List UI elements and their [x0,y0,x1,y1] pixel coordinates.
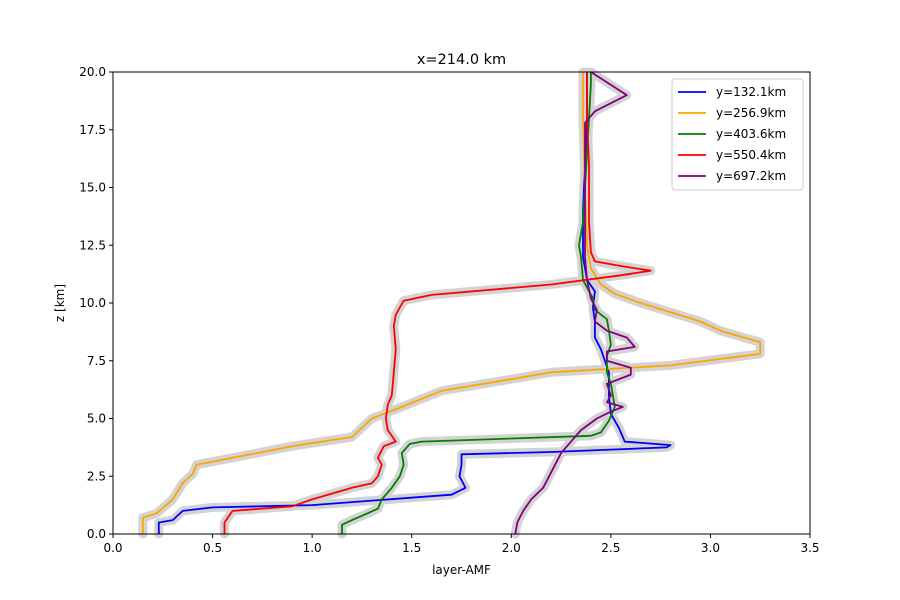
legend-label: y=697.2km [716,169,786,183]
legend: y=132.1km y=256.9km y=403.6km y=550.4km y=69… [671,78,804,191]
y-tick-label: 20.0 [79,65,106,79]
series-line-4 [223,72,652,534]
x-tick-label: 1.0 [303,541,322,555]
x-tick-label: 3.5 [800,541,819,555]
series-line-2 [142,72,762,534]
y-tick-label: 7.5 [87,354,106,368]
y-tick-label: 15.0 [79,181,106,195]
y-tick-label: 2.5 [87,469,106,483]
y-tick-label: 5.0 [87,412,106,426]
x-tick-label: 0.5 [203,541,222,555]
x-tick-label: 3.0 [701,541,720,555]
y-tick-label: 0.0 [87,527,106,541]
x-axis-label: layer-AMF [432,563,491,577]
series-line-5 [514,71,636,535]
chart-title: x=214.0 km [417,52,506,68]
y-tick-label: 17.5 [79,123,106,137]
x-tick-label: 0.0 [103,541,122,555]
x-tick-label: 2.5 [601,541,620,555]
x-tick-label: 1.5 [402,541,421,555]
legend-box [671,78,804,191]
legend-label: y=132.1km [716,85,786,99]
legend-label: y=403.6km [716,127,786,141]
y-axis-ticks: 0.0 2.5 5.0 7.5 10.0 12.5 15.0 17.5 20.0 [79,65,113,541]
legend-label: y=256.9km [716,106,786,120]
x-axis-ticks: 0.0 0.5 1.0 1.5 2.0 2.5 3.0 3.5 [103,534,820,555]
legend-label: y=550.4km [716,148,786,162]
series-line-3 [341,72,616,534]
y-axis-label: z [km] [53,284,67,322]
series-lines [142,71,762,535]
y-tick-label: 10.0 [79,296,106,310]
y-tick-label: 12.5 [79,238,106,252]
x-tick-label: 2.0 [502,541,521,555]
